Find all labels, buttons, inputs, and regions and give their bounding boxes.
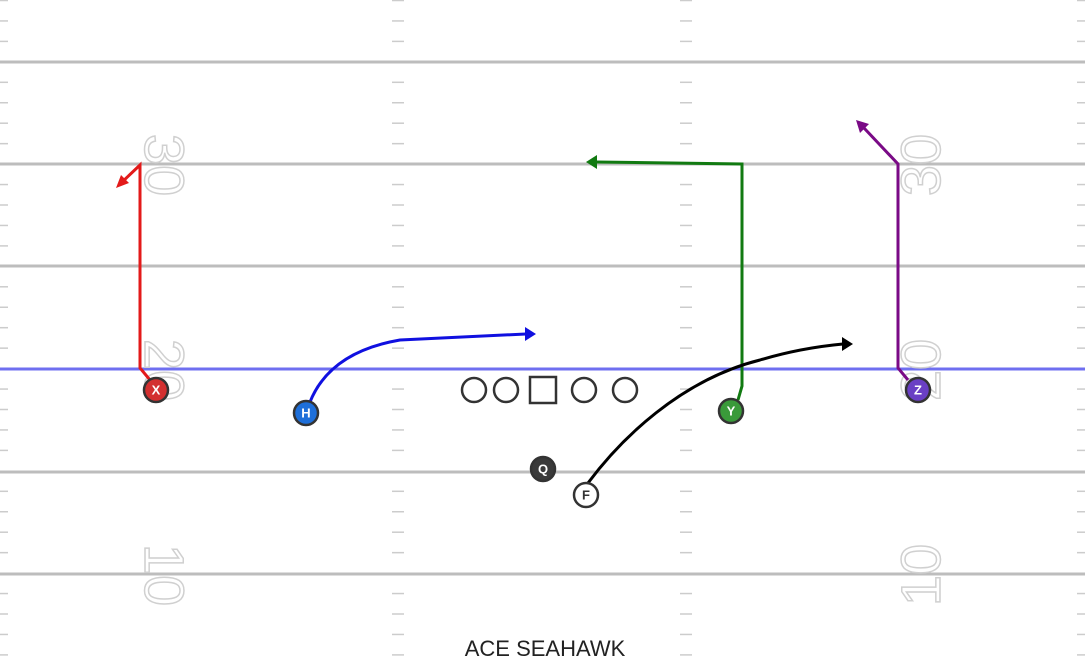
player xyxy=(142,376,170,404)
arrowhead xyxy=(525,327,536,341)
arrowhead xyxy=(116,175,129,188)
play-title: ACE SEAHAWK xyxy=(465,636,626,661)
player xyxy=(292,399,320,427)
route-h xyxy=(308,332,527,403)
player-label: Y xyxy=(727,404,736,419)
yard-number: 10 xyxy=(889,544,952,606)
player-label: X xyxy=(152,383,161,398)
lineman xyxy=(570,376,598,404)
player xyxy=(904,376,932,404)
route-z xyxy=(862,126,910,381)
player-label: Q xyxy=(538,462,548,477)
arrowhead xyxy=(842,337,853,351)
arrowhead xyxy=(586,155,597,169)
route-f xyxy=(586,342,844,484)
players: X H Y Z Q F xyxy=(142,376,932,509)
yard-number: 10 xyxy=(133,544,196,606)
lineman xyxy=(492,376,520,404)
route-y xyxy=(595,160,744,401)
player xyxy=(529,455,557,483)
player xyxy=(572,481,600,509)
lineman xyxy=(611,376,639,404)
yard-lines xyxy=(0,60,1085,576)
player-label: H xyxy=(301,406,310,421)
lineman xyxy=(460,376,488,404)
arrowhead xyxy=(856,120,869,133)
center xyxy=(528,375,558,405)
player xyxy=(717,397,745,425)
routes xyxy=(116,120,910,484)
route-x xyxy=(118,161,152,381)
yard-number: 30 xyxy=(133,134,196,196)
offensive-line xyxy=(460,375,639,405)
player-label: Z xyxy=(914,383,922,398)
player-label: F xyxy=(582,488,590,503)
